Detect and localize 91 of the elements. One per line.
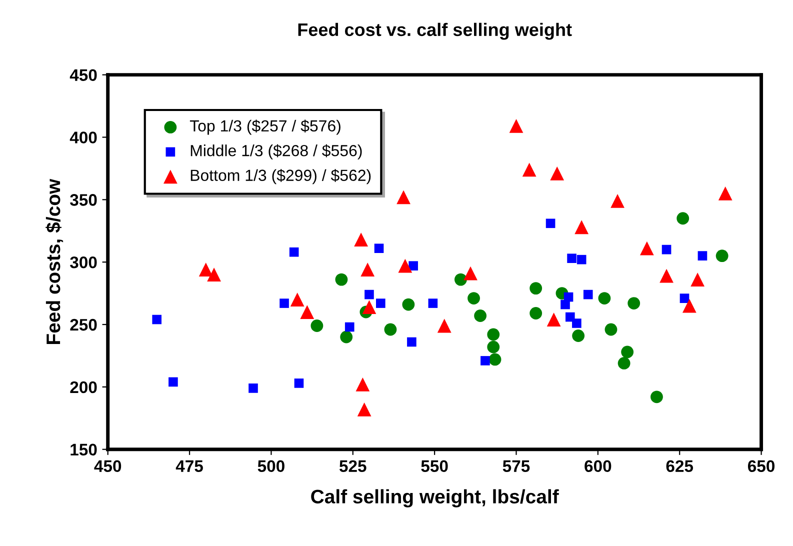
point bbox=[621, 346, 634, 358]
point bbox=[572, 318, 582, 328]
point bbox=[354, 232, 368, 247]
point bbox=[300, 305, 314, 319]
point bbox=[428, 298, 438, 308]
y-tick-label: 350 bbox=[70, 194, 97, 206]
x-tick-label: 600 bbox=[584, 460, 612, 472]
point bbox=[546, 312, 561, 326]
point bbox=[468, 292, 480, 304]
point bbox=[662, 244, 672, 254]
point bbox=[640, 241, 654, 256]
point bbox=[360, 262, 375, 277]
point bbox=[509, 119, 524, 133]
point bbox=[290, 292, 304, 306]
point bbox=[546, 218, 556, 228]
chart-title: Feed cost vs. calf selling weight bbox=[298, 22, 572, 40]
point bbox=[402, 298, 415, 311]
point bbox=[294, 378, 304, 388]
point bbox=[198, 262, 213, 277]
point bbox=[168, 377, 178, 387]
point bbox=[356, 377, 370, 392]
point bbox=[690, 272, 705, 287]
x-tick-label: 475 bbox=[176, 460, 203, 472]
point bbox=[364, 290, 374, 300]
y-tick-label: 200 bbox=[70, 381, 97, 394]
point bbox=[289, 247, 299, 257]
x-tick-label: 500 bbox=[258, 460, 284, 472]
point bbox=[374, 244, 384, 254]
point bbox=[464, 266, 478, 280]
point bbox=[437, 318, 452, 333]
x-tick-label: 650 bbox=[748, 460, 774, 472]
point bbox=[716, 250, 728, 262]
point bbox=[618, 357, 630, 370]
point bbox=[530, 307, 542, 320]
point bbox=[576, 254, 586, 264]
y-tick-label: 300 bbox=[70, 256, 97, 268]
point bbox=[396, 190, 410, 204]
point bbox=[560, 300, 570, 310]
point bbox=[362, 300, 376, 314]
point bbox=[682, 298, 696, 313]
point bbox=[680, 294, 690, 303]
point bbox=[474, 310, 487, 322]
y-axis-title: Feed costs, $/cow bbox=[46, 178, 64, 344]
y-tick-label: 450 bbox=[70, 69, 97, 82]
point bbox=[660, 268, 674, 283]
x-axis-title: Calf selling weight, lbs/calf bbox=[311, 489, 559, 508]
point bbox=[480, 356, 490, 366]
point bbox=[530, 282, 542, 295]
point bbox=[583, 290, 593, 300]
point bbox=[676, 212, 690, 225]
point bbox=[572, 330, 585, 342]
point bbox=[454, 273, 467, 286]
point bbox=[488, 353, 502, 366]
y-tick-label: 250 bbox=[70, 318, 97, 331]
point bbox=[407, 337, 416, 347]
point bbox=[207, 268, 221, 282]
point bbox=[357, 402, 372, 416]
x-tick-label: 450 bbox=[94, 460, 122, 472]
x-tick-label: 525 bbox=[339, 460, 366, 472]
point bbox=[567, 254, 576, 263]
point bbox=[398, 258, 412, 273]
point bbox=[408, 261, 418, 270]
point bbox=[487, 328, 500, 341]
legend-label: Top 1/3 ($257 / $576) bbox=[190, 120, 340, 135]
point bbox=[550, 166, 564, 180]
point bbox=[628, 297, 640, 310]
point bbox=[610, 194, 624, 208]
point bbox=[384, 323, 397, 336]
point bbox=[310, 320, 324, 332]
legend-label: Bottom 1/3 ($299) / $562) bbox=[190, 169, 371, 184]
point bbox=[604, 323, 618, 336]
point bbox=[718, 186, 732, 200]
point bbox=[340, 330, 353, 344]
point bbox=[522, 162, 536, 177]
x-tick-label: 625 bbox=[666, 460, 694, 472]
point bbox=[487, 340, 500, 354]
point bbox=[248, 384, 258, 393]
point bbox=[376, 298, 386, 308]
y-tick-label: 150 bbox=[70, 444, 97, 456]
point bbox=[650, 390, 663, 404]
point bbox=[574, 220, 589, 234]
point bbox=[152, 314, 162, 324]
point bbox=[335, 273, 348, 286]
y-tick-label: 400 bbox=[70, 132, 97, 144]
point bbox=[598, 292, 611, 304]
x-tick-label: 575 bbox=[502, 460, 530, 472]
point bbox=[698, 251, 708, 260]
point bbox=[280, 298, 289, 308]
legend-label: Middle 1/3 ($268 / $556) bbox=[190, 144, 362, 160]
x-tick-label: 550 bbox=[421, 460, 448, 472]
point bbox=[344, 322, 354, 332]
